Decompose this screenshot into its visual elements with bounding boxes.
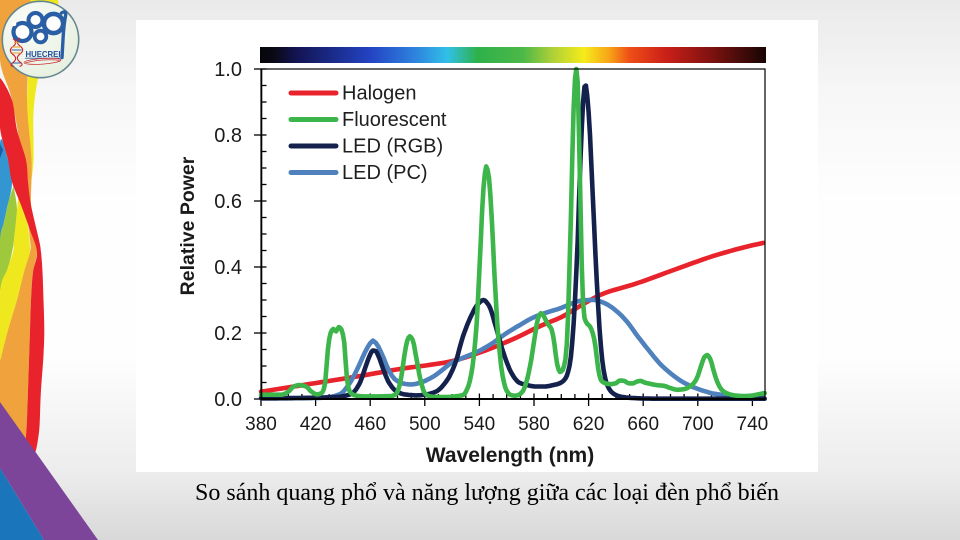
svg-text:Relative Power: Relative Power [177,156,199,295]
svg-text:HUECREI: HUECREI [25,50,60,59]
svg-text:Wavelength (nm): Wavelength (nm) [426,444,594,467]
svg-text:580: 580 [518,414,550,435]
svg-text:0.6: 0.6 [214,191,242,213]
svg-text:0.0: 0.0 [214,389,242,411]
svg-text:620: 620 [573,414,605,435]
svg-text:500: 500 [409,414,441,435]
svg-text:700: 700 [682,414,714,435]
svg-text:660: 660 [627,414,659,435]
svg-text:LED (PC): LED (PC) [342,162,428,184]
svg-text:740: 740 [737,414,769,435]
svg-text:460: 460 [354,414,386,435]
svg-text:1.0: 1.0 [214,59,242,81]
svg-text:0.8: 0.8 [214,125,242,147]
svg-text:380: 380 [245,414,277,435]
svg-text:420: 420 [300,414,332,435]
svg-text:0.4: 0.4 [214,257,242,279]
svg-text:Fluorescent: Fluorescent [342,109,447,131]
svg-text:Halogen: Halogen [342,83,417,105]
svg-text:0.2: 0.2 [214,323,242,345]
svg-text:540: 540 [464,414,496,435]
svg-text:LED (RGB): LED (RGB) [342,136,443,158]
